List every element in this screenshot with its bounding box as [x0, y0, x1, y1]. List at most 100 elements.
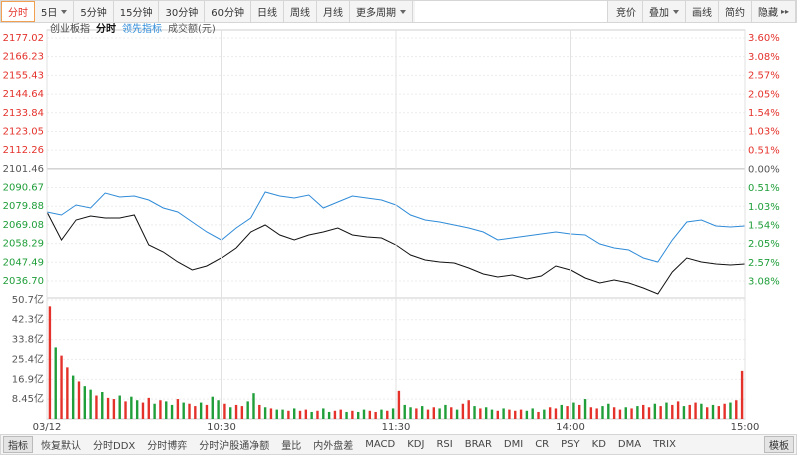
- volume-bar: [426, 409, 430, 419]
- volume-bar: [135, 400, 139, 419]
- volume-bar: [66, 367, 69, 419]
- toolbar-button[interactable]: 5分钟: [74, 1, 114, 22]
- volume-bar: [310, 411, 313, 419]
- search-box[interactable]: [414, 1, 608, 22]
- toolbar-button[interactable]: 分时: [1, 1, 35, 22]
- toolbar-button[interactable]: 周线: [284, 1, 317, 22]
- volume-bar: [141, 402, 145, 419]
- volume-bar: [380, 409, 383, 419]
- button-label: 分时: [8, 8, 28, 19]
- volume-bar: [322, 408, 325, 419]
- toolbar-button[interactable]: 5日: [35, 1, 75, 22]
- button-label: 5分钟: [80, 8, 107, 19]
- volume-bar: [159, 400, 162, 419]
- y2-tick-label: 2.57%: [748, 71, 780, 82]
- indicator-tab[interactable]: 内外盘差: [313, 441, 354, 452]
- indicator-tab[interactable]: MACD: [365, 439, 396, 450]
- indicator-tab[interactable]: 分时DDX: [93, 441, 136, 452]
- legend-label: 领先指标: [122, 22, 162, 35]
- button-label: 叠加: [648, 8, 669, 19]
- volume-bar: [339, 409, 342, 419]
- volume-bar: [548, 407, 552, 419]
- volume-bar: [362, 409, 366, 419]
- volume-bar: [124, 401, 127, 419]
- volume-bar: [101, 392, 104, 419]
- indicator-tab[interactable]: RSI: [436, 439, 453, 450]
- volume-bar: [659, 406, 662, 419]
- volume-bar: [653, 403, 657, 419]
- volume-bar: [217, 400, 220, 419]
- volume-bar: [554, 408, 558, 419]
- volume-bar: [83, 386, 87, 419]
- volume-bar: [578, 404, 581, 419]
- volume-bar: [153, 403, 156, 419]
- volume-bar: [287, 410, 290, 419]
- volume-bar: [688, 404, 691, 419]
- indicator-tab[interactable]: CR: [535, 439, 550, 450]
- volume-bar: [234, 404, 238, 419]
- x-tick-label: 15:00: [731, 422, 760, 433]
- toolbar-button[interactable]: 60分钟: [205, 1, 251, 22]
- indicator-tab[interactable]: TRIX: [653, 439, 676, 450]
- volume-bar: [700, 403, 703, 419]
- y-tick-label: 2058.29: [3, 239, 44, 250]
- volume-bar: [333, 410, 337, 419]
- indicator-tab[interactable]: KD: [591, 439, 606, 450]
- volume-bar: [182, 402, 185, 419]
- volume-bar: [723, 403, 726, 419]
- toolbar-button[interactable]: 叠加: [643, 1, 686, 22]
- toolbar-button[interactable]: 15分钟: [114, 1, 160, 22]
- volume-bar: [729, 402, 732, 419]
- indicator-tab[interactable]: 分时沪股通净额: [199, 441, 270, 452]
- indicator-tab[interactable]: BRAR: [464, 439, 492, 450]
- toolbar-button[interactable]: 月线: [317, 1, 350, 22]
- volume-bar: [583, 399, 587, 419]
- toolbar-button[interactable]: 竞价: [610, 1, 643, 22]
- indicator-tab[interactable]: DMA: [617, 439, 642, 450]
- template-button[interactable]: 模板: [764, 436, 794, 453]
- volume-bar: [281, 409, 284, 419]
- indicator-tab[interactable]: 量比: [281, 441, 302, 452]
- volume-bar: [560, 404, 563, 419]
- y-tick-label: 2112.26: [3, 145, 44, 156]
- volume-bar: [566, 406, 569, 419]
- x-tick-label: 03/12: [33, 422, 62, 433]
- volume-bar: [642, 404, 645, 419]
- toolbar-button[interactable]: 30分钟: [159, 1, 206, 22]
- y-tick-label: 2144.64: [3, 89, 44, 100]
- indicator-tab[interactable]: KDJ: [407, 439, 425, 450]
- volume-bar: [188, 403, 191, 419]
- volume-bar: [636, 406, 639, 419]
- toolbar-button[interactable]: 隐藏: [752, 1, 796, 22]
- button-label: 简约: [724, 8, 745, 19]
- y-tick-label: 2177.02: [3, 33, 44, 44]
- button-label: 30分钟: [165, 8, 199, 19]
- volume-bar: [467, 400, 470, 419]
- volume-bar: [409, 407, 412, 419]
- volume-bar: [263, 407, 267, 419]
- volume-bar: [589, 407, 593, 419]
- volume-bar: [275, 409, 278, 419]
- y-tick-label: 2101.46: [3, 164, 44, 175]
- volume-bar: [118, 395, 121, 419]
- volume-bar: [705, 407, 709, 419]
- button-label: 15分钟: [119, 8, 153, 19]
- volume-bar: [252, 393, 255, 419]
- volume-bar: [269, 408, 273, 419]
- toolbar-button[interactable]: 简约: [719, 1, 752, 22]
- y2-tick-label: 1.54%: [748, 108, 780, 119]
- indicator-tab[interactable]: DMI: [503, 439, 524, 450]
- indicator-tab[interactable]: 恢复默认: [41, 441, 81, 452]
- y-tick-label: 2036.70: [3, 276, 44, 287]
- indicator-tab[interactable]: PSY: [561, 439, 580, 450]
- volume-bar: [508, 409, 511, 419]
- volume-bar: [403, 404, 406, 419]
- toolbar-button[interactable]: 更多周期: [350, 1, 413, 22]
- toolbar-button[interactable]: 画线: [686, 1, 719, 22]
- indicator-tab[interactable]: 分时博弈: [147, 441, 188, 452]
- volume-bar: [450, 407, 453, 419]
- button-label: 竞价: [615, 8, 636, 19]
- indicator-label: 指标: [3, 436, 33, 453]
- y-tick-label: 25.4亿: [12, 352, 44, 365]
- toolbar-button[interactable]: 日线: [251, 1, 284, 22]
